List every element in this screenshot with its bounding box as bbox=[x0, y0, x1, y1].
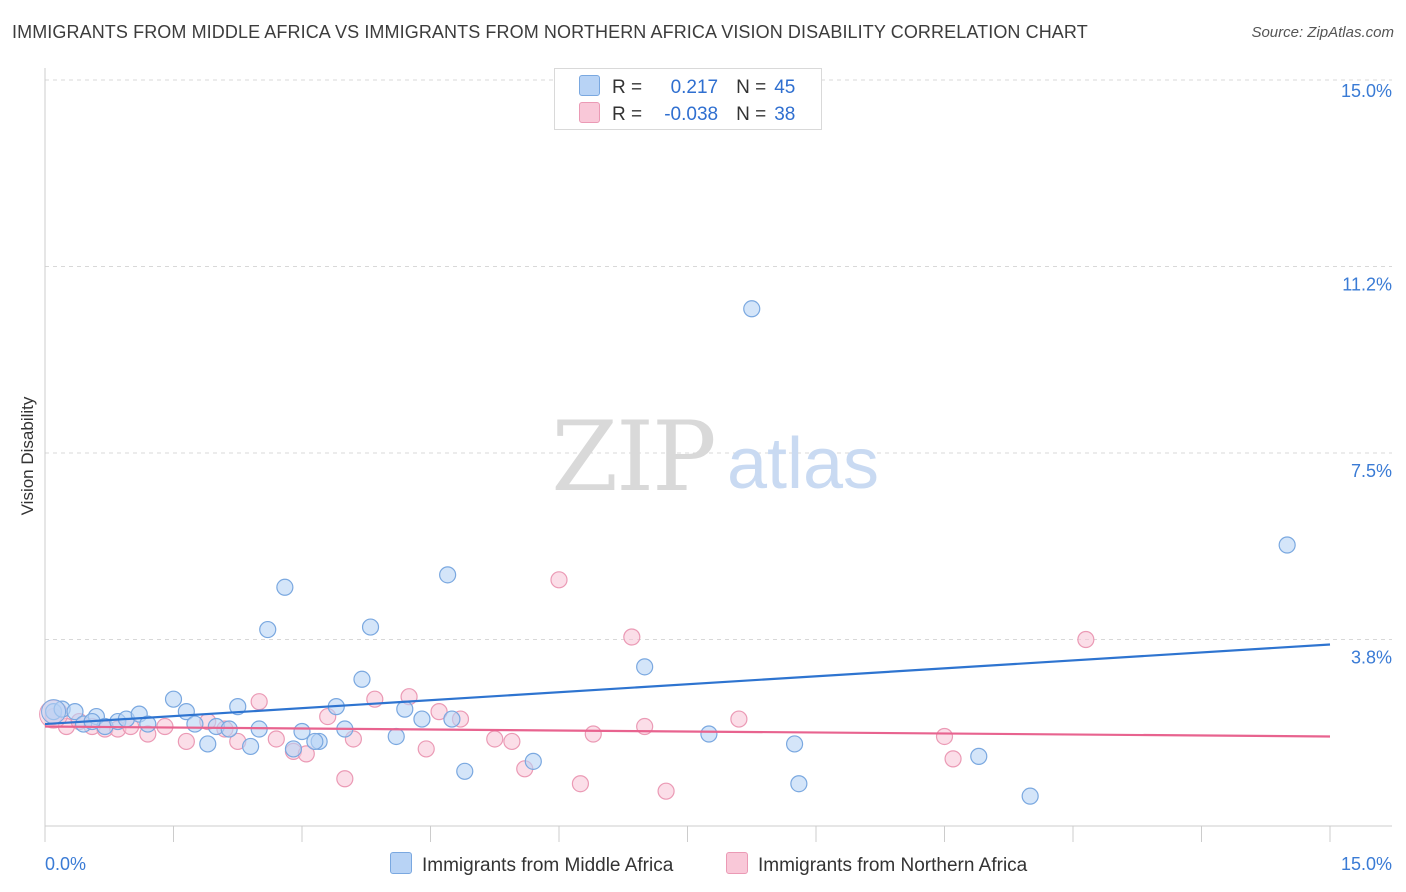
data-point-middle-africa bbox=[284, 740, 303, 758]
trend-lines bbox=[44, 643, 1331, 738]
data-point-northern-africa bbox=[730, 710, 748, 728]
data-point-middle-africa bbox=[396, 700, 414, 718]
data-point-middle-africa bbox=[186, 715, 204, 733]
legend-n-value: 38 bbox=[774, 104, 796, 125]
watermark: ZIP atlas bbox=[551, 401, 879, 513]
data-point-northern-africa bbox=[417, 740, 435, 758]
chart-source: Source: ZipAtlas.com bbox=[1251, 24, 1394, 41]
legend-swatch-blue bbox=[579, 75, 600, 96]
data-point-middle-africa bbox=[413, 710, 431, 728]
data-point-middle-africa bbox=[700, 725, 718, 743]
data-point-middle-africa bbox=[259, 620, 277, 639]
data-point-northern-africa bbox=[944, 750, 962, 768]
data-point-middle-africa bbox=[1021, 787, 1039, 805]
legend-r-label: R = bbox=[612, 77, 643, 98]
data-point-middle-africa bbox=[387, 727, 405, 746]
data-point-northern-africa bbox=[935, 727, 954, 746]
bottom-legend-northern-africa: Immigrants from Northern Africa bbox=[726, 852, 1027, 877]
correlation-legend: R = 0.217 N = 45 R = -0.038 N = 38 bbox=[554, 68, 822, 130]
data-point-northern-africa bbox=[267, 730, 285, 748]
watermark-atlas: atlas bbox=[727, 424, 879, 504]
data-point-middle-africa bbox=[785, 735, 804, 753]
legend-r-value: 0.217 bbox=[670, 77, 719, 98]
data-point-middle-africa bbox=[276, 578, 294, 596]
data-point-northern-africa bbox=[250, 693, 268, 711]
data-point-northern-africa bbox=[550, 571, 568, 589]
legend-r-value: -0.038 bbox=[664, 104, 719, 125]
data-point-middle-africa bbox=[443, 710, 461, 728]
chart-title: IMMIGRANTS FROM MIDDLE AFRICA VS IMMIGRA… bbox=[12, 22, 1088, 42]
data-point-middle-africa bbox=[1278, 536, 1296, 554]
bottom-legend-swatch-blue bbox=[390, 852, 412, 874]
data-point-middle-africa bbox=[229, 698, 247, 716]
legend-row-northern-africa: R = -0.038 N = 38 bbox=[579, 102, 795, 128]
y-tick-label: 11.2% bbox=[1342, 275, 1392, 295]
data-point-middle-africa bbox=[790, 775, 808, 793]
legend-n-label: N = bbox=[736, 77, 767, 98]
data-point-middle-africa bbox=[66, 703, 84, 721]
data-point-middle-africa bbox=[456, 762, 474, 780]
x-tick-labels: 0.0% 15.0% bbox=[45, 854, 1392, 874]
x-tick-label: 15.0% bbox=[1341, 854, 1392, 874]
data-point-middle-africa bbox=[353, 670, 371, 688]
data-point-middle-africa bbox=[970, 747, 988, 765]
data-point-middle-africa bbox=[41, 699, 67, 725]
legend-swatch-pink bbox=[579, 102, 600, 123]
data-point-middle-africa bbox=[524, 752, 542, 770]
legend-n-label: N = bbox=[736, 104, 767, 125]
data-point-northern-africa bbox=[571, 775, 590, 793]
data-point-middle-africa bbox=[242, 737, 260, 756]
bottom-legend-label-northern-africa: Immigrants from Northern Africa bbox=[758, 855, 1028, 876]
y-tick-labels: 15.0% 11.2% 7.5% 3.8% bbox=[1341, 81, 1392, 668]
data-point-middle-africa bbox=[361, 618, 380, 636]
axes bbox=[44, 68, 1392, 842]
x-tick-label: 0.0% bbox=[45, 854, 86, 874]
series-northern-africa-points bbox=[39, 571, 1095, 800]
bottom-legend-swatch-pink bbox=[726, 852, 748, 874]
legend-row-middle-africa: R = 0.217 N = 45 bbox=[579, 75, 795, 101]
data-point-northern-africa bbox=[623, 628, 641, 646]
data-point-northern-africa bbox=[177, 732, 195, 751]
data-point-middle-africa bbox=[306, 732, 324, 751]
data-point-middle-africa bbox=[199, 735, 217, 753]
data-point-northern-africa bbox=[503, 732, 521, 751]
data-point-northern-africa bbox=[657, 782, 675, 800]
y-tick-label: 3.8% bbox=[1351, 648, 1392, 668]
data-point-northern-africa bbox=[1077, 630, 1095, 649]
legend-r-label: R = bbox=[612, 104, 643, 125]
data-point-northern-africa bbox=[430, 703, 448, 721]
data-point-northern-africa bbox=[486, 730, 504, 748]
data-point-middle-africa bbox=[164, 690, 183, 708]
data-point-middle-africa bbox=[636, 658, 654, 676]
data-point-northern-africa bbox=[584, 725, 602, 743]
trend-line-northern-africa bbox=[44, 725, 1331, 738]
legend-n-value: 45 bbox=[774, 77, 796, 98]
gridlines bbox=[45, 79, 1392, 640]
bottom-legend-middle-africa: Immigrants from Middle Africa bbox=[390, 852, 673, 877]
y-tick-label: 15.0% bbox=[1341, 81, 1392, 101]
data-point-middle-africa bbox=[743, 300, 761, 318]
y-axis-label: Vision Disability bbox=[18, 396, 37, 515]
y-tick-label: 7.5% bbox=[1351, 461, 1392, 481]
trend-line-middle-africa bbox=[44, 643, 1331, 726]
watermark-zip: ZIP bbox=[551, 401, 714, 513]
bottom-legend-label-middle-africa: Immigrants from Middle Africa bbox=[422, 855, 674, 876]
data-point-northern-africa bbox=[336, 770, 354, 788]
data-point-middle-africa bbox=[439, 566, 457, 584]
